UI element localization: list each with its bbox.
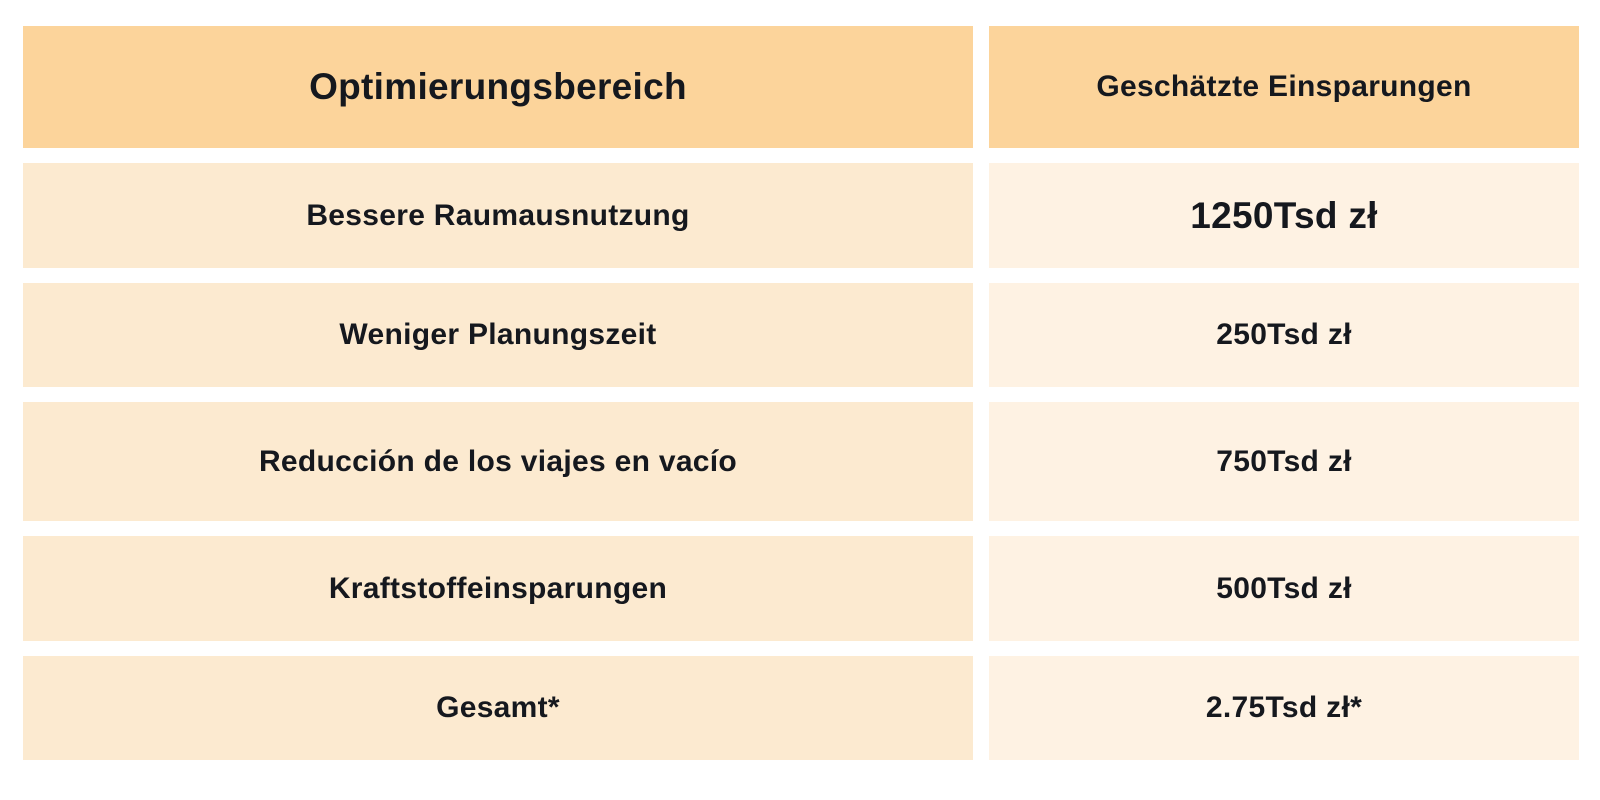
row-label-empty-trip-reduction: Reducción de los viajes en vacío: [23, 402, 973, 521]
column-header-optimization-area: Optimierungsbereich: [23, 26, 973, 148]
row-value-less-planning-time: 250Tsd zł: [989, 283, 1579, 387]
row-label-less-planning-time: Weniger Planungszeit: [23, 283, 973, 387]
row-value-better-space-utilization: 1250Tsd zł: [989, 163, 1579, 268]
row-label-fuel-savings: Kraftstoffeinsparungen: [23, 536, 973, 641]
savings-table: Optimierungsbereich Geschätzte Einsparun…: [23, 26, 1600, 760]
column-header-estimated-savings: Geschätzte Einsparungen: [989, 26, 1579, 148]
row-value-empty-trip-reduction: 750Tsd zł: [989, 402, 1579, 521]
row-value-fuel-savings: 500Tsd zł: [989, 536, 1579, 641]
row-value-total: 2.75Tsd zł*: [989, 656, 1579, 760]
row-label-better-space-utilization: Bessere Raumausnutzung: [23, 163, 973, 268]
row-label-total: Gesamt*: [23, 656, 973, 760]
